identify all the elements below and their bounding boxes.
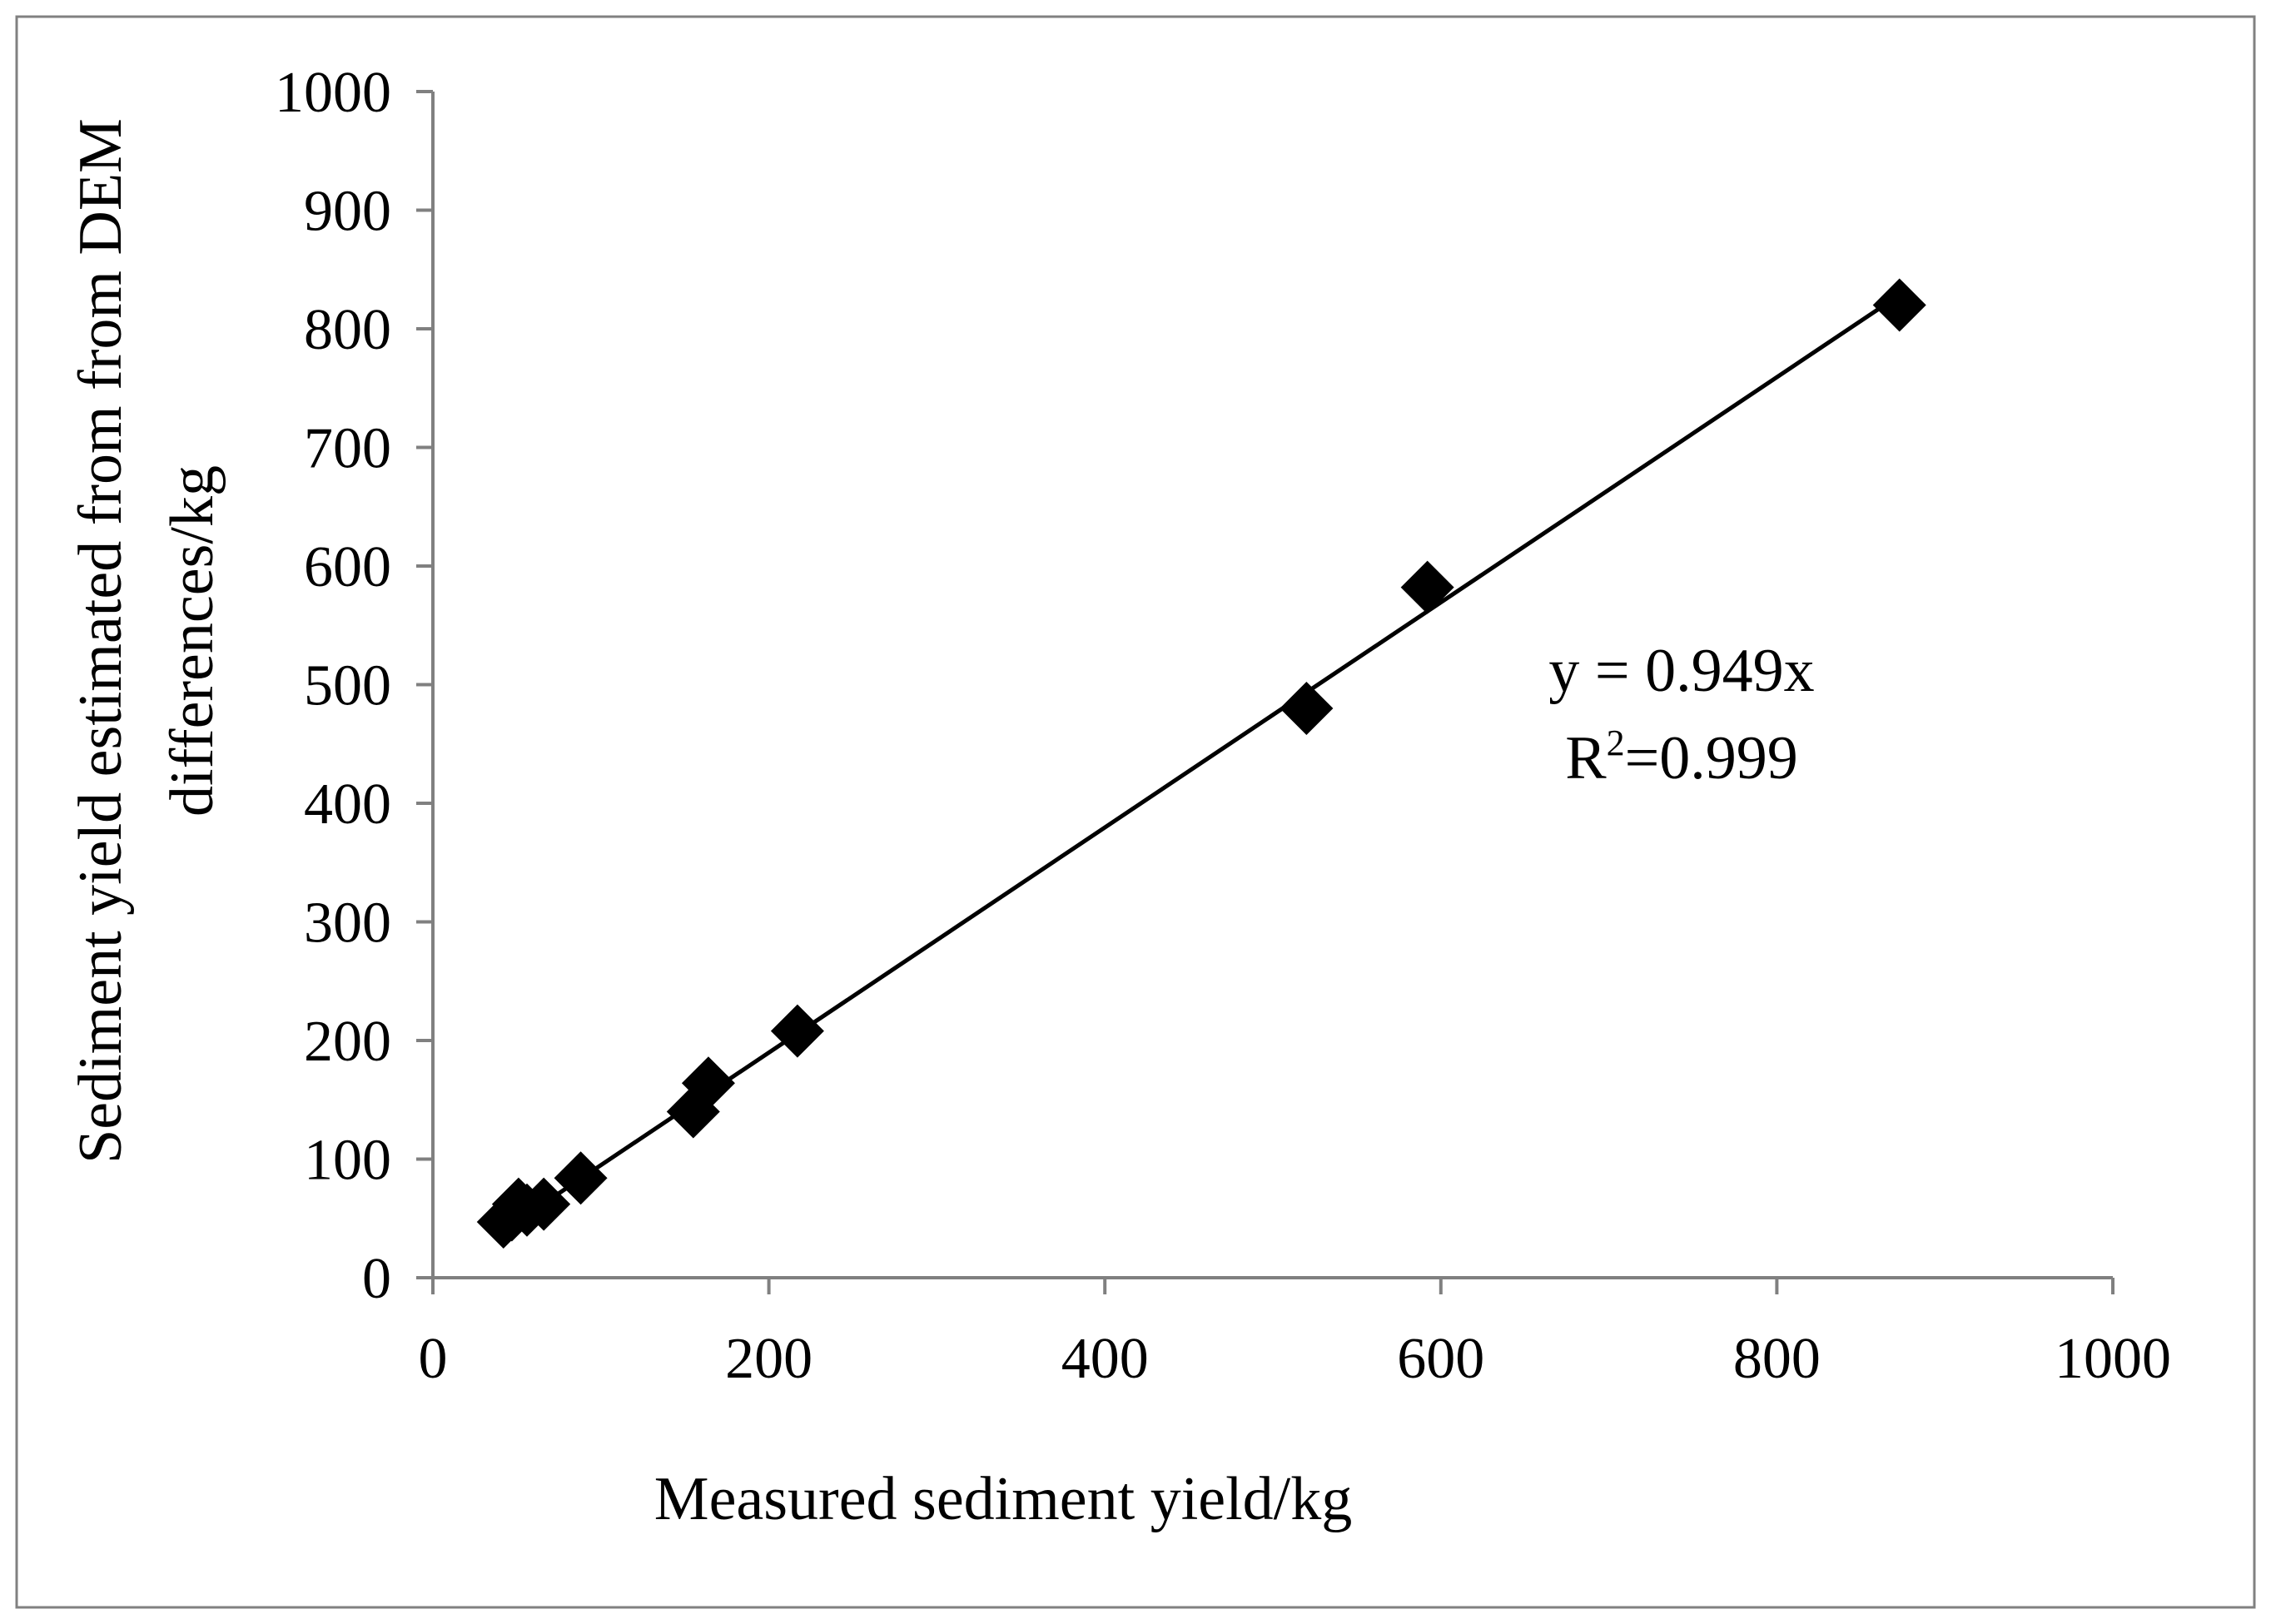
x-tick-label: 0 — [419, 1327, 448, 1391]
y-tick-label: 500 — [304, 654, 391, 718]
y-axis-title: Sediment yield estimated from from DEM d… — [67, 118, 226, 1164]
data-point — [681, 1056, 735, 1110]
r-squared-suffix: =0.999 — [1625, 724, 1798, 792]
y-axis-ticks: 0 100 200 300 400 500 600 700 800 900 1000 — [275, 61, 433, 1311]
r-squared: R2=0.999 — [1565, 723, 1798, 792]
x-tick-label: 600 — [1397, 1327, 1484, 1391]
y-tick-label: 0 — [362, 1247, 391, 1311]
r-squared-prefix: R — [1565, 724, 1607, 792]
chart-frame — [15, 15, 2256, 1609]
y-tick-label: 700 — [304, 417, 391, 481]
x-tick-label: 1000 — [2055, 1327, 2171, 1391]
data-point — [517, 1177, 571, 1231]
y-tick-label: 600 — [304, 535, 391, 599]
data-point — [1872, 278, 1926, 332]
x-axis-ticks: 0 200 400 600 800 1000 — [419, 1278, 2171, 1391]
y-tick-label: 100 — [304, 1129, 391, 1193]
data-point — [1400, 560, 1454, 614]
y-tick-label: 1000 — [275, 61, 391, 125]
x-tick-label: 200 — [725, 1327, 812, 1391]
x-tick-label: 400 — [1061, 1327, 1149, 1391]
trendline — [502, 293, 1901, 1233]
y-tick-label: 200 — [304, 1010, 391, 1074]
y-axis-title-line-2: differences/kg — [158, 465, 226, 817]
trend-equation: y = 0.949x — [1548, 637, 1814, 705]
r-squared-superscript: 2 — [1607, 723, 1625, 763]
data-point — [1280, 682, 1334, 735]
y-axis-title-line-1: Sediment yield estimated from from DEM — [67, 118, 135, 1164]
y-tick-label: 300 — [304, 891, 391, 956]
x-axis-title: Measured sediment yield/kg — [654, 1465, 1352, 1533]
y-tick-label: 900 — [304, 180, 391, 244]
data-point — [554, 1151, 608, 1205]
data-point — [770, 1004, 824, 1058]
y-tick-label: 400 — [304, 772, 391, 837]
x-tick-label: 800 — [1733, 1327, 1821, 1391]
data-points — [476, 278, 1926, 1249]
y-tick-label: 800 — [304, 298, 391, 362]
